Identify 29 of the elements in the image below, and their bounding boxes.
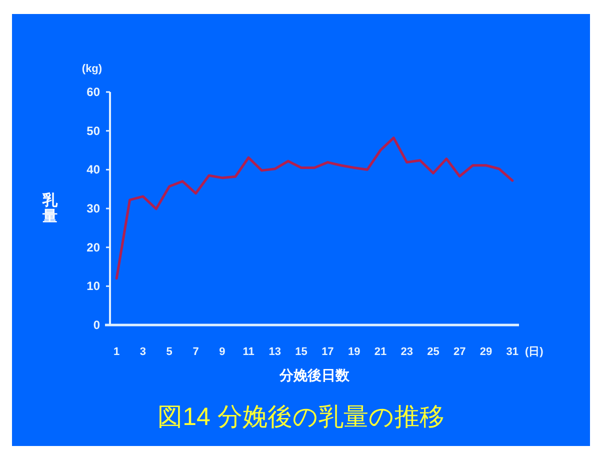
x-tick-label: 9 — [219, 346, 226, 358]
x-tick-label: 3 — [140, 346, 146, 358]
y-tick-label: 50 — [86, 124, 100, 138]
x-tick-label: 27 — [454, 346, 466, 358]
x-tick-label: 11 — [242, 346, 254, 358]
x-tick-label: 21 — [374, 346, 387, 358]
y-tick-label: 40 — [86, 162, 100, 177]
x-tick-label: 23 — [400, 346, 413, 358]
y-tick-label: 20 — [86, 240, 100, 254]
y-tick-label: 0 — [93, 318, 100, 332]
x-axis-title: 分娩後日数 — [278, 367, 350, 383]
x-tick-label: 15 — [295, 346, 308, 358]
y-tick-label: 10 — [86, 279, 100, 294]
text: (日) — [525, 346, 544, 358]
x-tick-label: 17 — [322, 346, 334, 358]
x-tick-label: 1 — [114, 346, 120, 358]
text: (kg) — [82, 63, 102, 75]
text: 図14 分娩後の乳量の推移 — [158, 403, 444, 431]
y-tick-label: 30 — [86, 202, 100, 216]
x-tick-label: 25 — [427, 346, 440, 358]
x-tick-label: 13 — [268, 346, 282, 358]
x-tick-label: 31 — [506, 346, 519, 358]
x-tick-label: 5 — [166, 346, 172, 358]
x-tick-label: 19 — [348, 346, 360, 358]
x-tick-label: 29 — [480, 346, 492, 358]
x-tick-label: 7 — [192, 346, 199, 358]
y-tick-label: 60 — [86, 85, 100, 99]
y-axis-title: 乳量 — [42, 192, 58, 225]
line-series — [115, 136, 514, 280]
